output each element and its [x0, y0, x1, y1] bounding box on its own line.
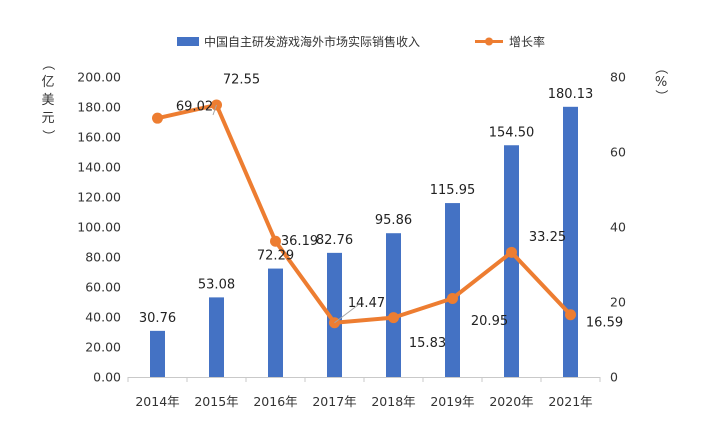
legend-line-marker	[485, 37, 493, 46]
growth-point	[565, 309, 576, 321]
growth-point	[506, 246, 517, 258]
bar	[327, 252, 342, 377]
bar	[209, 297, 224, 377]
y-left-tick-label: 140.00	[77, 160, 121, 175]
growth-value-label: 20.95	[471, 314, 508, 329]
growth-point	[388, 312, 399, 324]
bar	[268, 268, 283, 377]
y-left-tick-label: 120.00	[77, 190, 121, 205]
y-left-tick-label: 100.00	[77, 220, 121, 235]
y-left-tick-label: 180.00	[77, 100, 121, 115]
y-right-tick-label: 0	[610, 370, 618, 385]
bar	[445, 203, 460, 377]
bar	[150, 330, 165, 377]
growth-value-label: 15.83	[409, 336, 446, 351]
x-tick-label: 2018年	[371, 394, 415, 409]
x-tick-label: 2019年	[430, 394, 474, 409]
bar	[504, 145, 519, 377]
x-tick-label: 2020年	[489, 394, 533, 409]
y-left-tick-label: 20.00	[85, 340, 121, 355]
y-left-title-char: （	[40, 57, 55, 70]
y-right-tick-label: 20	[610, 295, 626, 310]
y-right-tick-label: 40	[610, 220, 626, 235]
bar-value-label: 72.29	[257, 249, 294, 264]
legend-line-label: 增长率	[509, 34, 545, 49]
bar-value-label: 154.50	[489, 125, 535, 140]
x-tick-label: 2021年	[548, 394, 592, 409]
bar-value-label: 82.76	[316, 233, 353, 248]
x-tick-label: 2014年	[135, 394, 179, 409]
data-labels: 30.76 53.08 72.29 82.76 95.86 115.95 154.50 180…	[139, 72, 623, 351]
y-right-title-char: %	[655, 75, 667, 90]
y-left-tick-label: 200.00	[77, 70, 121, 85]
axes: （亿美元）（%）0.0020.0040.0060.0080.00100.0012…	[40, 57, 668, 409]
y-left-title-char: ）	[40, 129, 55, 142]
y-left-title-char: 元	[41, 111, 54, 126]
growth-value-label: 72.55	[223, 72, 260, 87]
leader-line	[334, 304, 359, 324]
bar-value-label: 30.76	[139, 311, 176, 326]
growth-value-label: 36.19	[281, 234, 318, 249]
y-left-title-char: 亿	[41, 75, 54, 90]
growth-point	[447, 292, 458, 304]
bar-value-label: 180.13	[548, 87, 594, 102]
legend: 中国自主研发游戏海外市场实际销售收入 增长率	[177, 34, 545, 49]
growth-value-label: 69.02	[176, 100, 213, 115]
bar	[386, 233, 401, 377]
x-tick-label: 2015年	[194, 394, 238, 409]
legend-bar-label: 中国自主研发游戏海外市场实际销售收入	[204, 34, 420, 49]
legend-bar-swatch	[177, 37, 199, 46]
growth-line	[155, 102, 573, 325]
growth-value-label: 16.59	[586, 315, 623, 330]
y-right-title-char: ）	[653, 89, 668, 102]
leader-line	[212, 104, 217, 116]
growth-value-label: 33.25	[529, 230, 566, 245]
y-right-tick-label: 80	[610, 70, 626, 85]
y-right-tick-label: 60	[610, 145, 626, 160]
bar-value-label: 53.08	[198, 277, 235, 292]
y-right-title-char: （	[653, 61, 668, 74]
y-left-title-char: 美	[41, 93, 54, 108]
bar-value-label: 95.86	[375, 213, 412, 228]
bar-value-label: 115.95	[430, 183, 476, 198]
x-tick-label: 2017年	[312, 394, 356, 409]
y-left-tick-label: 160.00	[77, 130, 121, 145]
y-left-tick-label: 80.00	[85, 250, 121, 265]
x-tick-label: 2016年	[253, 394, 297, 409]
y-left-tick-label: 0.00	[93, 370, 121, 385]
growth-point	[152, 112, 163, 124]
y-left-tick-label: 60.00	[85, 280, 121, 295]
growth-point	[270, 235, 281, 247]
growth-value-label: 14.47	[348, 296, 385, 311]
y-left-tick-label: 40.00	[85, 310, 121, 325]
bar-series	[150, 106, 578, 378]
